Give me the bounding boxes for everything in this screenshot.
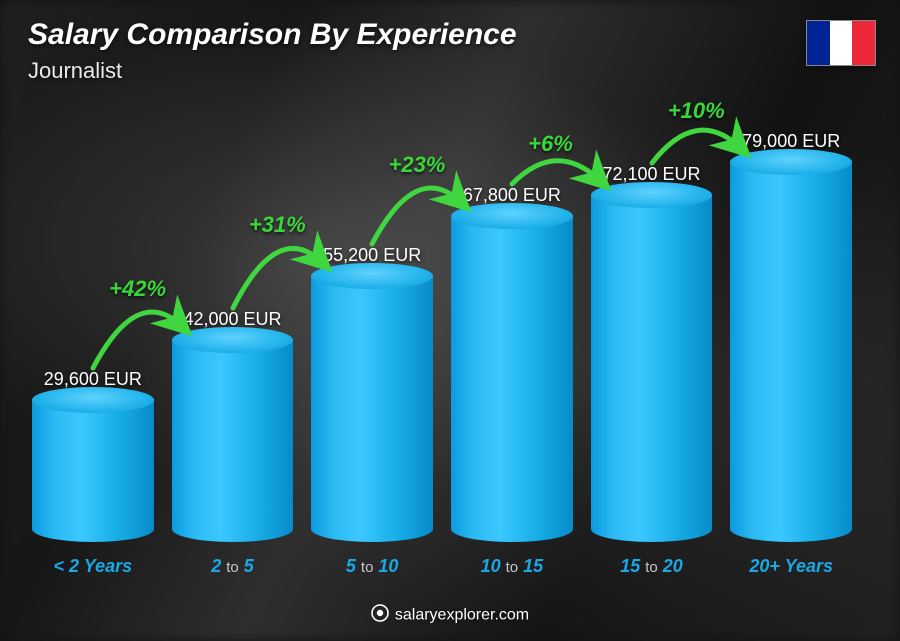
logo-icon	[371, 604, 389, 627]
footer-text: salaryexplorer.com	[395, 607, 529, 624]
bar-1: 42,000 EUR2 to 5	[172, 309, 294, 577]
bar-shape	[730, 162, 852, 542]
page-title: Salary Comparison By Experience	[28, 18, 517, 52]
bar-3: 67,800 EUR10 to 15	[451, 185, 573, 577]
flag-stripe-blue	[807, 21, 830, 65]
flag-stripe-white	[830, 21, 853, 65]
bar-cap	[311, 263, 433, 289]
bar-4: 72,100 EUR15 to 20	[591, 164, 713, 577]
bar-cap	[32, 387, 154, 413]
bar-body	[730, 162, 852, 542]
bar-category-label: 20+ Years	[749, 556, 833, 577]
bar-chart: 29,600 EUR< 2 Years42,000 EUR2 to 555,20…	[32, 107, 852, 577]
bar-category-label: 2 to 5	[211, 556, 254, 577]
bar-shape	[172, 340, 294, 542]
bar-2: 55,200 EUR5 to 10	[311, 245, 433, 577]
flag-stripe-red	[852, 21, 875, 65]
bar-category-label: 10 to 15	[481, 556, 544, 577]
bar-shape	[591, 195, 713, 542]
bar-0: 29,600 EUR< 2 Years	[32, 369, 154, 577]
bar-body	[311, 276, 433, 542]
bar-body	[451, 216, 573, 542]
page-subtitle: Journalist	[28, 58, 122, 84]
bar-body	[172, 340, 294, 542]
bar-shape	[451, 216, 573, 542]
bar-category-label: < 2 Years	[54, 556, 133, 577]
bar-category-label: 5 to 10	[346, 556, 399, 577]
footer-credit: salaryexplorer.com	[0, 604, 900, 627]
content-layer: Salary Comparison By Experience Journali…	[0, 0, 900, 641]
bar-body	[32, 400, 154, 542]
bar-cap	[451, 203, 573, 229]
bar-shape	[32, 400, 154, 542]
bar-5: 79,000 EUR20+ Years	[730, 131, 852, 577]
country-flag-france	[806, 20, 876, 66]
bar-body	[591, 195, 713, 542]
bar-shape	[311, 276, 433, 542]
bar-category-label: 15 to 20	[620, 556, 683, 577]
bar-cap	[591, 182, 713, 208]
bar-cap	[730, 149, 852, 175]
bar-cap	[172, 327, 294, 353]
